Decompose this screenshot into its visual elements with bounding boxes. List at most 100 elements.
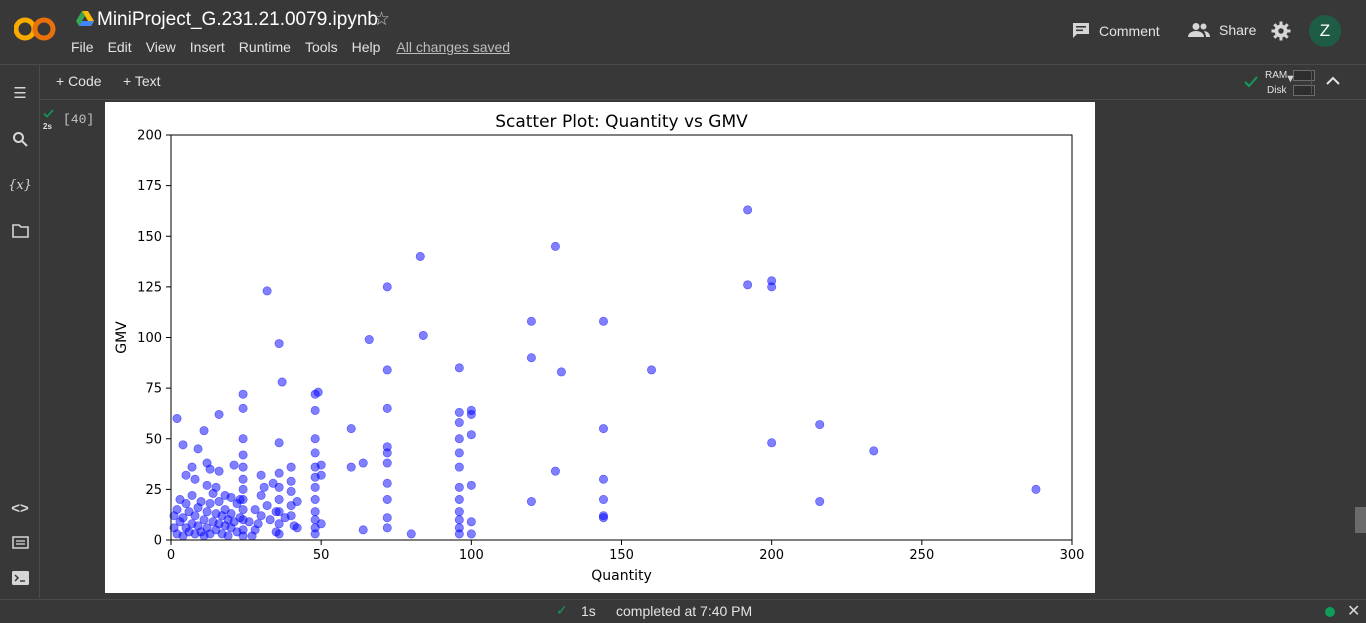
scatter-point: [743, 280, 753, 290]
scatter-point: [274, 507, 284, 517]
scatter-point: [454, 407, 464, 417]
runtime-dropdown-icon[interactable]: ▼: [1285, 73, 1296, 85]
scatter-point: [238, 389, 248, 399]
scatter-point: [310, 529, 320, 539]
scatter-point: [238, 474, 248, 484]
comment-button[interactable]: Comment: [1072, 22, 1160, 39]
scatter-point: [187, 462, 197, 472]
cell-gutter: 2s: [40, 100, 104, 598]
scrollbar-thumb[interactable]: [1355, 507, 1366, 533]
comment-label: Comment: [1099, 22, 1160, 39]
scatter-point: [526, 353, 536, 363]
scatter-point: [223, 531, 233, 541]
x-tick-label: 100: [459, 548, 484, 563]
google-drive-icon[interactable]: [76, 11, 94, 27]
status-bar: ✓ 1s completed at 7:40 PM ✕: [0, 599, 1366, 623]
ram-label: RAM: [1265, 70, 1288, 81]
gear-icon[interactable]: [1271, 21, 1291, 41]
y-tick-label: 200: [137, 129, 162, 144]
scatter-point: [178, 513, 188, 523]
status-check-icon: ✓: [556, 602, 568, 618]
scatter-point: [415, 252, 425, 262]
y-tick-label: 150: [137, 230, 162, 245]
add-text-button[interactable]: + Text: [123, 73, 161, 89]
code-snippets-icon[interactable]: <>: [11, 499, 29, 517]
scatter-point: [310, 482, 320, 492]
execution-count: [40]: [63, 112, 95, 127]
notebook-title[interactable]: MiniProject_G.231.21.0079.ipynb: [97, 9, 378, 30]
scatter-point: [454, 529, 464, 539]
menu-help[interactable]: Help: [351, 39, 381, 55]
resources-indicator[interactable]: RAM Disk: [1244, 68, 1324, 98]
scatter-point: [235, 494, 245, 504]
star-icon[interactable]: ☆: [373, 9, 391, 30]
scatter-point: [310, 507, 320, 517]
scatter-point: [598, 474, 608, 484]
share-button[interactable]: Share: [1188, 22, 1256, 38]
scatter-point: [466, 529, 476, 539]
variables-icon[interactable]: {x}: [8, 177, 32, 193]
scatter-point: [238, 484, 248, 494]
check-icon: [1244, 76, 1258, 88]
notebook-toolbar: + Code + Text RAM Disk ▼: [40, 65, 1366, 100]
scatter-point: [526, 316, 536, 326]
scatter-point: [262, 286, 272, 296]
chevron-up-icon[interactable]: [1326, 76, 1340, 86]
menu-tools[interactable]: Tools: [304, 39, 338, 55]
menu-edit[interactable]: Edit: [107, 39, 132, 55]
scatter-point: [286, 511, 296, 521]
search-icon[interactable]: [11, 130, 29, 148]
scatter-point: [265, 515, 275, 525]
people-icon: [1188, 23, 1210, 37]
scatter-point: [454, 462, 464, 472]
scatter-point: [454, 494, 464, 504]
terminal-icon[interactable]: [11, 569, 29, 587]
add-code-button[interactable]: + Code: [56, 73, 102, 89]
scatter-point: [235, 513, 245, 523]
menu-view[interactable]: View: [145, 39, 176, 55]
scatter-point: [199, 515, 209, 525]
scatter-point: [256, 511, 266, 521]
x-tick-label: 300: [1060, 548, 1085, 563]
scatter-point: [364, 335, 374, 345]
scatter-point: [286, 476, 296, 486]
command-palette-icon[interactable]: [11, 533, 29, 551]
toolbar-divider: [1311, 70, 1312, 94]
scatter-point: [238, 434, 248, 444]
menu-insert[interactable]: Insert: [189, 39, 225, 55]
scatter-point: [815, 497, 825, 507]
scatter-point: [274, 438, 284, 448]
scatter-point: [598, 494, 608, 504]
scatter-point: [454, 507, 464, 517]
scatter-point: [292, 523, 302, 533]
x-tick-label: 0: [167, 548, 175, 563]
menu-file[interactable]: File: [71, 39, 94, 55]
colab-logo[interactable]: [14, 14, 56, 44]
folder-icon[interactable]: [11, 222, 29, 240]
x-tick-label: 200: [759, 548, 784, 563]
avatar[interactable]: Z: [1309, 15, 1341, 47]
scatter-point: [292, 497, 302, 507]
scatter-point: [229, 460, 239, 470]
scatter-chart: 0 50 100 150 200 250 300 0 25 50 75 100 125 150 175 200…: [114, 112, 1085, 584]
scatter-point: [346, 462, 356, 472]
scatter-point: [406, 529, 416, 539]
scatter-point: [214, 409, 224, 419]
scatter-point: [172, 505, 182, 515]
scatter-point: [598, 424, 608, 434]
scatter-point: [274, 339, 284, 349]
scatter-point: [310, 434, 320, 444]
scatter-point: [178, 440, 188, 450]
save-status-link[interactable]: All changes saved: [396, 39, 511, 55]
scatter-point: [202, 507, 212, 517]
scatter-point: [466, 409, 476, 419]
close-icon[interactable]: ✕: [1347, 603, 1361, 620]
scatter-point: [382, 478, 392, 488]
scatter-point: [382, 403, 392, 413]
scatter-point: [647, 365, 657, 375]
scatter-point: [316, 470, 326, 480]
scatter-point: [274, 529, 284, 539]
menu-runtime[interactable]: Runtime: [238, 39, 291, 55]
scatter-point: [208, 488, 218, 498]
table-of-contents-icon[interactable]: ☰: [13, 85, 27, 102]
